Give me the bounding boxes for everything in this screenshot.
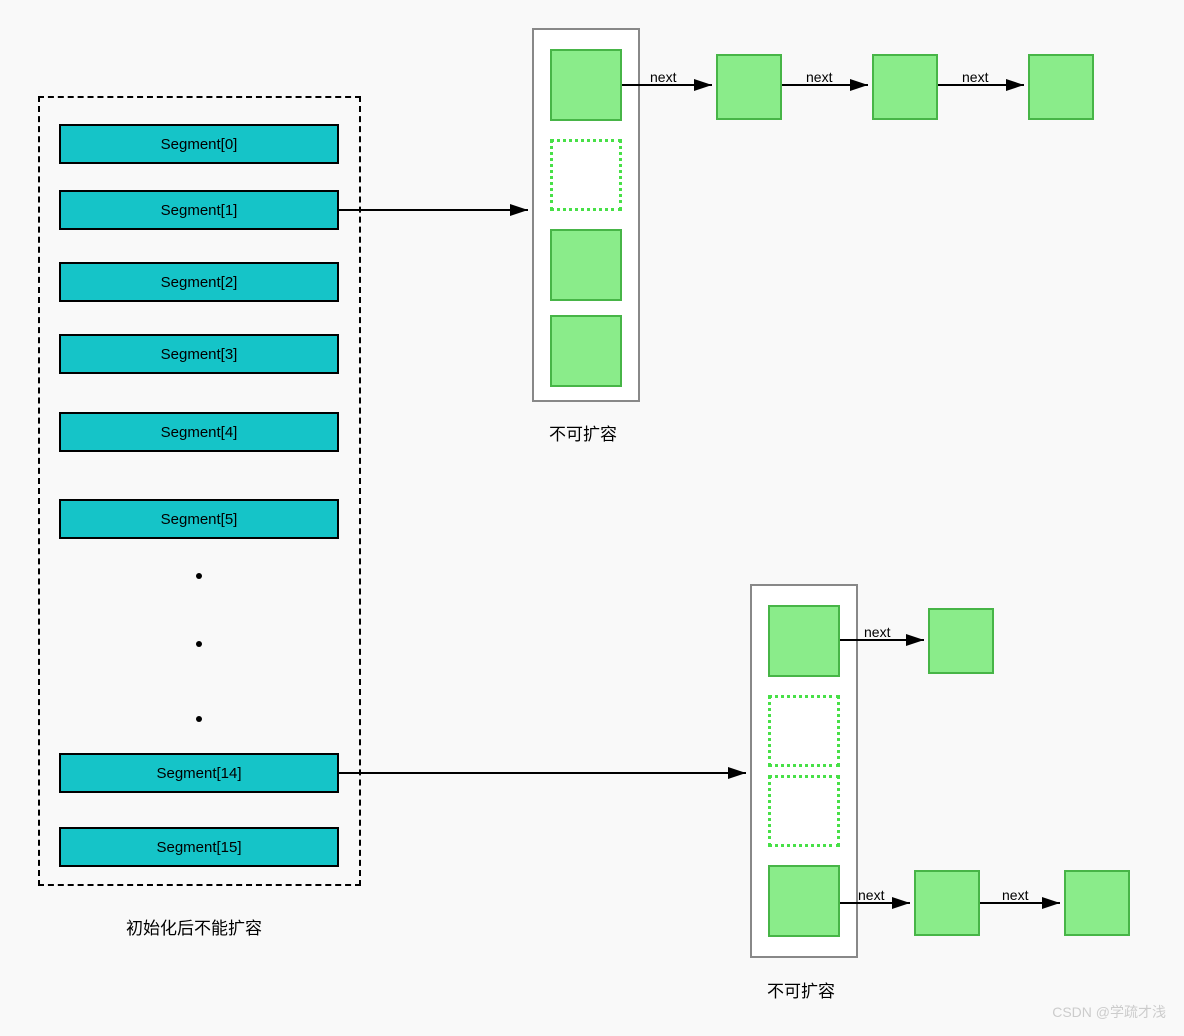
- edge-label: next: [864, 624, 891, 640]
- watermark: CSDN @学疏才浅: [1052, 1002, 1166, 1022]
- linked-node: [928, 608, 994, 674]
- segment-2: Segment[2]: [59, 262, 339, 302]
- bucket-slot: [550, 229, 622, 301]
- bucket-slot: [768, 865, 840, 937]
- bucket-slot: [768, 605, 840, 677]
- linked-node: [914, 870, 980, 936]
- segment-14: Segment[14]: [59, 753, 339, 793]
- ellipsis-dot: [196, 716, 202, 722]
- bucket-caption-top: 不可扩容: [549, 420, 617, 445]
- bucket-slot-empty: [768, 775, 840, 847]
- edge-label: next: [806, 69, 833, 85]
- ellipsis-dot: [196, 573, 202, 579]
- edge-label: next: [650, 69, 677, 85]
- linked-node: [1028, 54, 1094, 120]
- segment-label: Segment[5]: [161, 511, 238, 528]
- ellipsis-dot: [196, 641, 202, 647]
- segment-label: Segment[4]: [161, 424, 238, 441]
- edge-label: next: [858, 887, 885, 903]
- linked-node: [716, 54, 782, 120]
- segment-label: Segment[0]: [161, 136, 238, 153]
- segment-0: Segment[0]: [59, 124, 339, 164]
- edge-label: next: [962, 69, 989, 85]
- bucket-slot: [550, 315, 622, 387]
- segment-caption: 初始化后不能扩容: [126, 914, 262, 939]
- linked-node: [872, 54, 938, 120]
- segment-4: Segment[4]: [59, 412, 339, 452]
- segment-3: Segment[3]: [59, 334, 339, 374]
- segment-5: Segment[5]: [59, 499, 339, 539]
- bucket-slot-empty: [768, 695, 840, 767]
- bucket-slot: [550, 49, 622, 121]
- segment-label: Segment[1]: [161, 202, 238, 219]
- segment-1: Segment[1]: [59, 190, 339, 230]
- segment-label: Segment[3]: [161, 346, 238, 363]
- segment-15: Segment[15]: [59, 827, 339, 867]
- bucket-slot-empty: [550, 139, 622, 211]
- segment-label: Segment[14]: [156, 765, 241, 782]
- bucket-caption-bottom: 不可扩容: [767, 977, 835, 1002]
- segment-label: Segment[2]: [161, 274, 238, 291]
- linked-node: [1064, 870, 1130, 936]
- edge-label: next: [1002, 887, 1029, 903]
- segment-label: Segment[15]: [156, 839, 241, 856]
